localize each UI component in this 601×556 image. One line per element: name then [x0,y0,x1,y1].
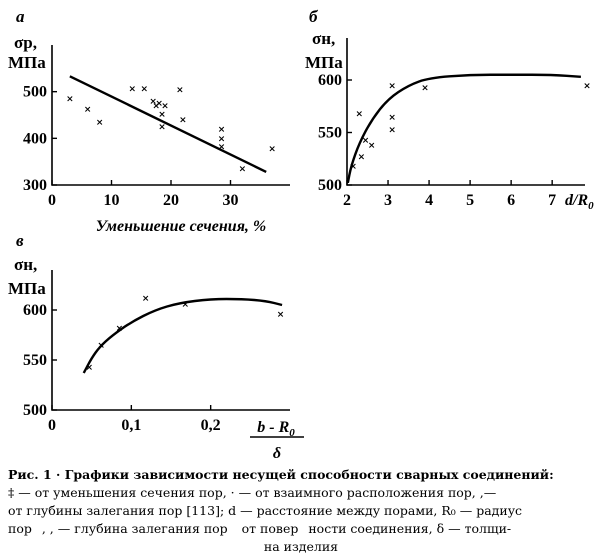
caption-line-5: на изделия [263,539,339,554]
y-axis-unit: МПа [8,53,46,72]
x-tick-label: 4 [425,192,433,209]
data-point: × [218,142,226,152]
data-point: × [388,81,396,91]
data-point: × [268,145,276,155]
data-point: × [388,113,396,123]
x-axis-label-denominator: δ [273,445,281,462]
x-tick-label: 0 [48,417,56,434]
x-tick-label: 6 [507,192,515,209]
data-point: × [86,363,94,373]
y-tick-label: 550 [23,352,47,369]
chart-panel-1 [51,45,290,186]
axis-lines [51,270,290,411]
data-point: × [155,99,163,109]
x-tick-label: 0,2 [201,417,221,434]
data-point: × [176,85,184,95]
panel-letter: в [16,231,24,250]
data-point: × [356,110,364,120]
caption-line-4: пор, , — глубина залегания пор от пове… [8,521,512,536]
x-tick-label: 3 [384,192,392,209]
data-point: × [421,83,429,93]
panel-letter: б [309,7,319,26]
y-tick-label: 500 [23,402,47,419]
x-axis-label: Уменьшение сечения, % [96,218,267,235]
figure-caption: Рис. 1 · Графики зависимости несущей спо… [8,466,594,556]
data-point: × [142,294,150,304]
y-axis-unit: МПа [305,53,343,72]
data-point: × [149,97,157,107]
data-point: × [116,324,124,334]
caption-line-3: от глубины залегания пор [113]; d — расс… [8,503,523,518]
trend-curve [82,297,283,374]
chart-panel-3 [51,270,304,438]
y-tick-label: 400 [23,130,47,147]
y-tick-label: 500 [318,177,342,194]
data-point: × [349,162,357,172]
x-tick-label: 2 [343,192,351,209]
axis-lines [51,45,290,186]
data-point: × [129,84,137,94]
y-tick-label: 550 [318,125,342,142]
data-point: × [179,116,187,126]
data-point: × [277,310,285,320]
data-point: × [140,84,148,94]
data-point: × [97,341,105,351]
trend-line [69,75,267,174]
data-point: × [182,300,190,310]
y-tick-label: 300 [23,177,47,194]
y-tick-label: 500 [23,84,47,101]
x-tick-label: 7 [548,192,556,209]
data-point: × [239,165,247,175]
data-point: × [66,95,74,105]
y-axis-symbol: σн, [312,29,335,48]
y-axis-symbol: σр, [14,33,37,52]
x-tick-label: 10 [104,192,120,209]
panel-letter: а [16,7,25,26]
y-axis-symbol: σн, [14,255,37,274]
x-axis-label-numerator: b - R0 [257,419,295,439]
data-point: × [358,153,366,163]
axis-lines [346,38,585,186]
x-tick-label: 20 [163,192,179,209]
trend-curve [346,73,581,184]
caption-line-2: ‡ — от уменьшения сечения пор, · — от вз… [8,485,497,500]
data-point: × [158,123,166,133]
y-tick-label: 600 [318,72,342,89]
data-point: × [84,105,92,115]
x-tick-label: 30 [223,192,239,209]
data-point: × [583,81,591,91]
chart-panel-2 [346,38,585,186]
data-point: × [152,102,160,112]
x-tick-label: 0 [48,192,56,209]
y-axis-unit: МПа [8,279,46,298]
y-tick-label: 600 [23,302,47,319]
data-point: × [218,134,226,144]
data-point: × [158,110,166,120]
data-point: × [218,125,226,135]
x-tick-label: 5 [466,192,474,209]
data-point: × [362,136,370,146]
data-point: × [161,102,169,112]
data-point: × [96,118,104,128]
caption-title: Рис. 1 · Графики зависимости несущей спо… [8,467,554,482]
x-axis-label: d/R0 [565,192,594,212]
data-point: × [388,125,396,135]
x-tick-label: 0,1 [121,417,141,434]
data-point: × [368,141,376,151]
